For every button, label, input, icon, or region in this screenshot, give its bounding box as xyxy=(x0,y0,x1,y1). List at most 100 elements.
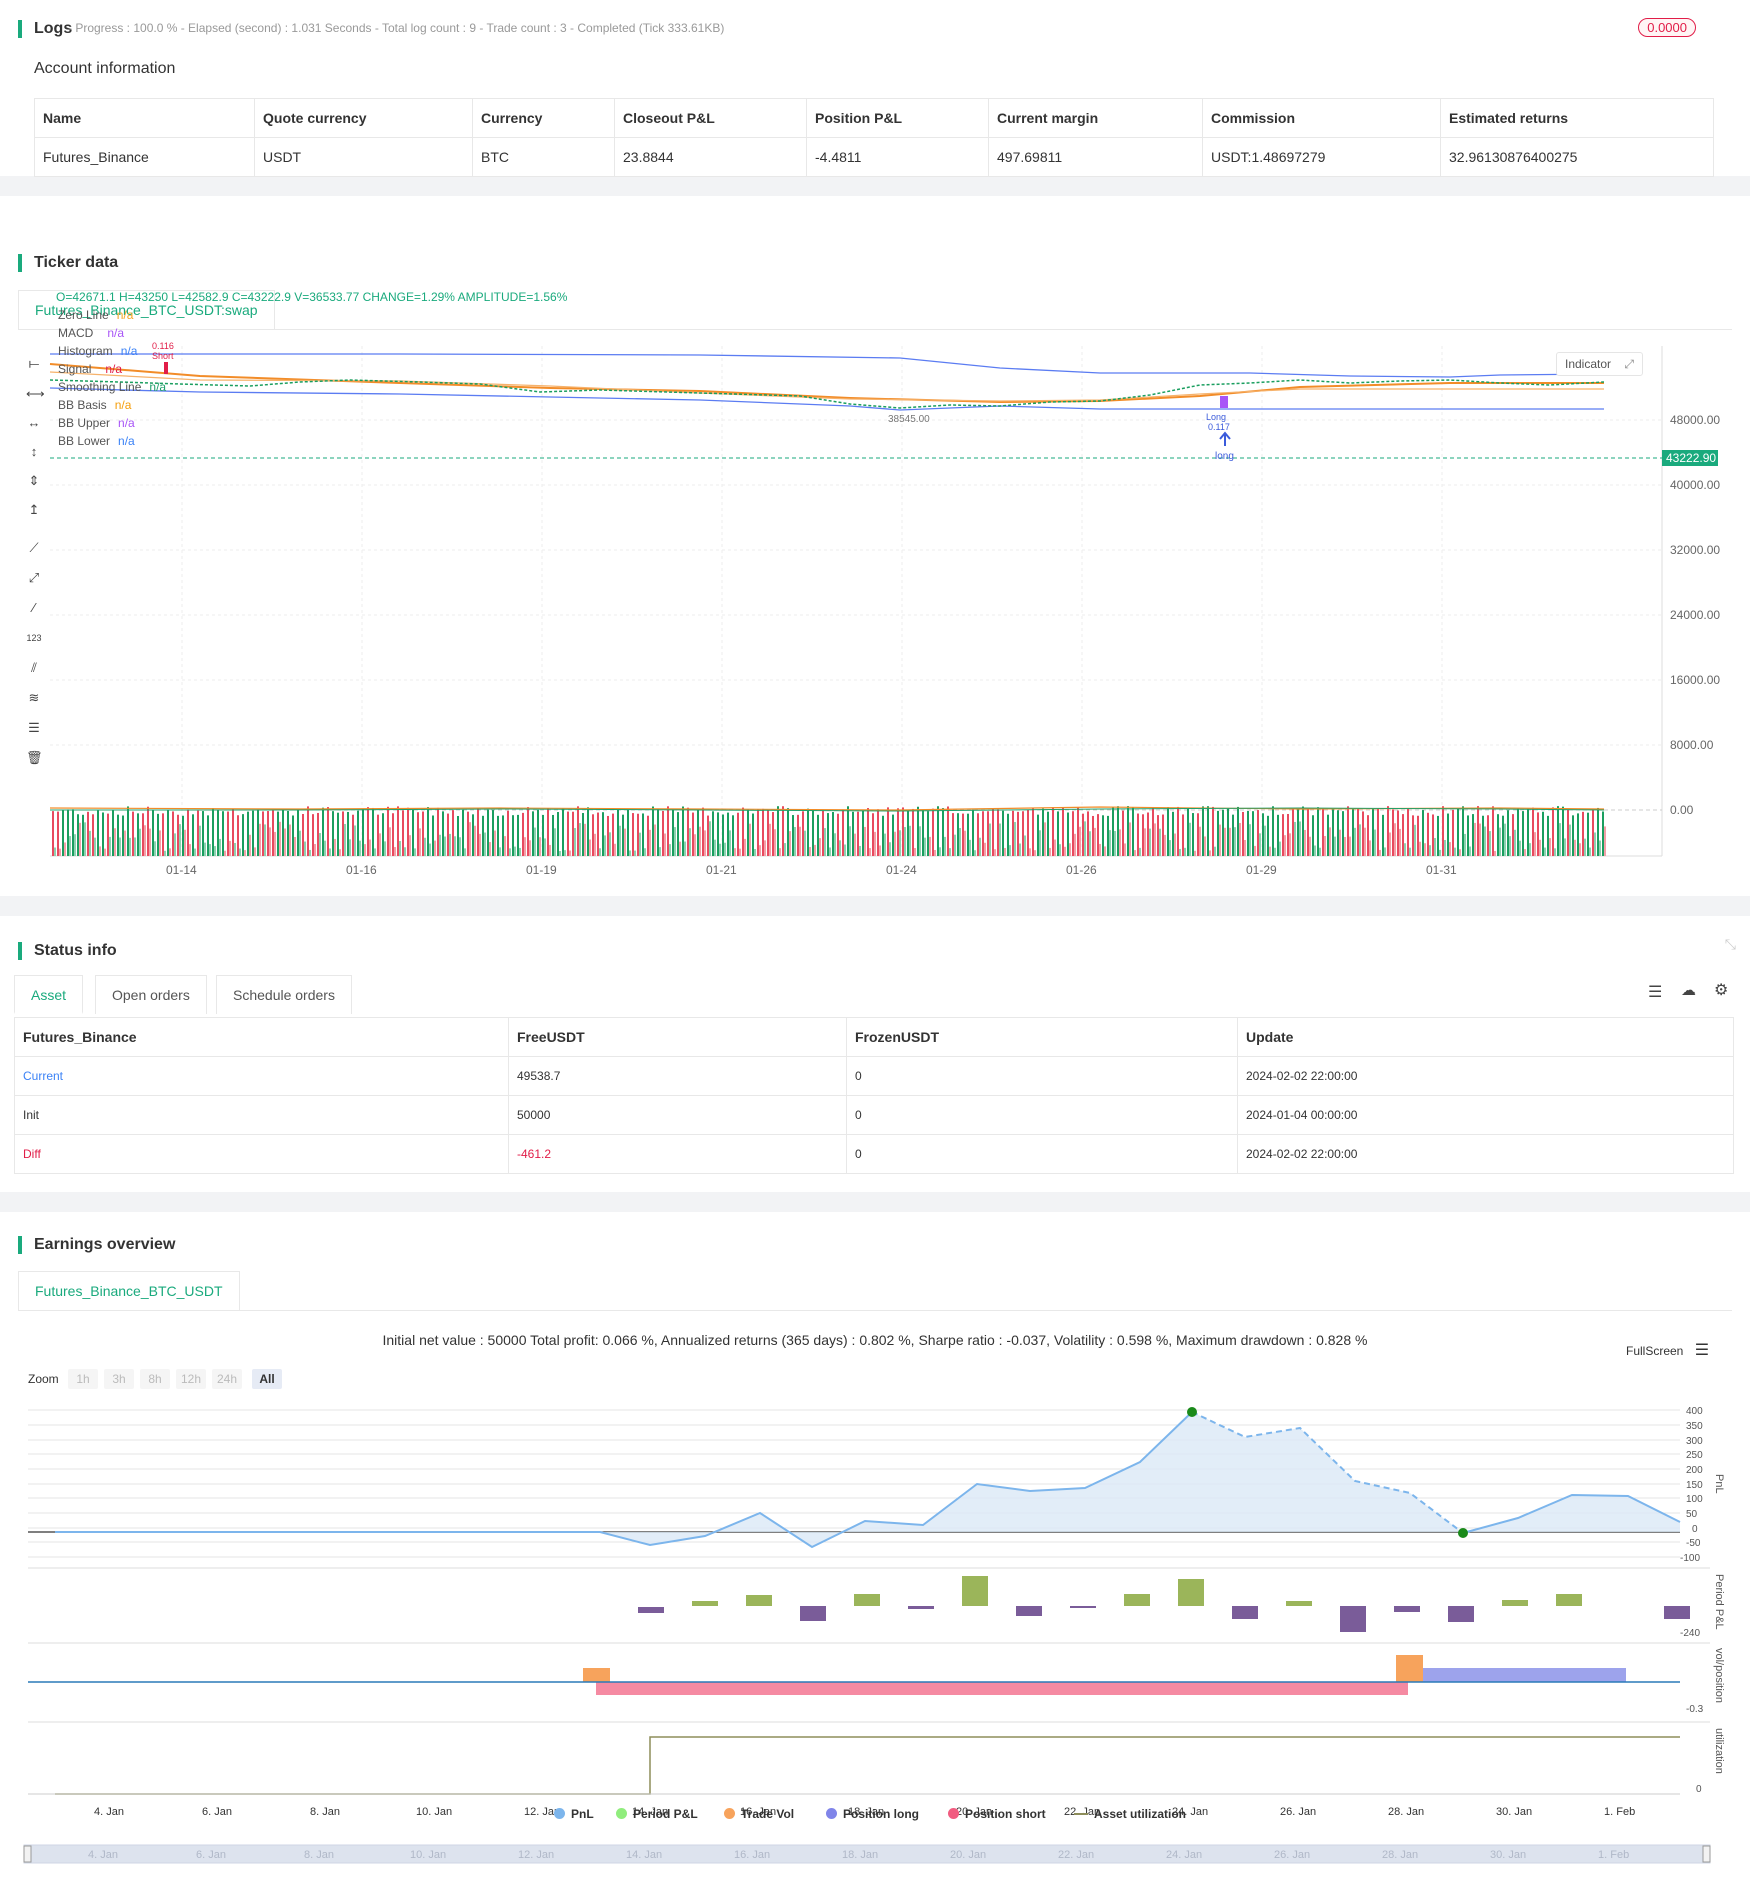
ray-icon[interactable]: ⤢ xyxy=(28,570,40,585)
fib-levels-icon[interactable]: ☰ xyxy=(28,720,40,735)
histogram-bar xyxy=(254,847,256,856)
volume-bar xyxy=(357,810,359,856)
volume-bar xyxy=(72,809,74,856)
long-arrow-label: long xyxy=(1215,451,1234,462)
histogram-bar xyxy=(484,832,486,856)
cloud-download-icon[interactable]: ☁ xyxy=(1681,982,1696,999)
histogram-bar xyxy=(1399,828,1401,856)
ticker-chart[interactable]: 0.116 Short 38545.00 Long 0.117 long 480… xyxy=(0,196,1750,896)
volume-bar xyxy=(1122,810,1124,856)
cell: 0 xyxy=(846,1134,1238,1174)
histogram-bar xyxy=(934,849,936,856)
fullscreen-button[interactable]: FullScreen ☰ xyxy=(1626,1340,1709,1360)
histogram-bar xyxy=(324,840,326,856)
legend-asset-utilization[interactable]: Asset utilization xyxy=(1074,1807,1186,1821)
histogram-bar xyxy=(1189,822,1191,856)
histogram-bar xyxy=(114,828,116,856)
vertical-segment-icon[interactable]: ↥ xyxy=(28,502,40,517)
asset-header-row: Futures_Binance FreeUSDT FrozenUSDT Upda… xyxy=(14,1017,1734,1057)
volume-bar xyxy=(137,813,139,856)
cell: 2024-02-02 22:00:00 xyxy=(1237,1056,1734,1096)
histogram-bar xyxy=(504,836,506,856)
volume-bar xyxy=(1032,807,1034,856)
volume-bar xyxy=(1007,813,1009,856)
zoom-12h[interactable]: 12h xyxy=(176,1369,206,1389)
long-annotation[interactable]: Long 0.117 long xyxy=(1206,396,1234,462)
fibonacci-icon[interactable]: ≋ xyxy=(28,690,40,705)
volume-bar xyxy=(1237,806,1239,856)
histogram-bar xyxy=(869,848,871,856)
horizontal-line-icon[interactable]: ⟝ xyxy=(28,356,40,371)
histogram-bar xyxy=(1234,827,1236,856)
tab-schedule-orders[interactable]: Schedule orders xyxy=(216,975,352,1014)
volume-bar xyxy=(1092,815,1094,856)
histogram-bar xyxy=(544,838,546,856)
vertical-ray-icon[interactable]: ⇕ xyxy=(28,473,40,488)
volume-bar xyxy=(262,811,264,856)
legend-period-pnl[interactable]: Period P&L xyxy=(616,1807,698,1821)
zoom-24h[interactable]: 24h xyxy=(212,1369,242,1389)
histogram-bar xyxy=(1524,849,1526,856)
volume-bar xyxy=(567,811,569,856)
tab-asset[interactable]: Asset xyxy=(14,975,84,1014)
volume-bar xyxy=(217,809,219,856)
volume-bar xyxy=(857,811,859,856)
volume-bar xyxy=(932,808,934,856)
zoom-all[interactable]: All xyxy=(252,1369,282,1389)
price-label: 24000.00 xyxy=(1670,608,1720,622)
row-label-current[interactable]: Current xyxy=(14,1056,509,1096)
zoom-3h[interactable]: 3h xyxy=(104,1369,134,1389)
volume-bar xyxy=(562,808,564,856)
settings-gear-icon[interactable]: ⚙ xyxy=(1714,982,1729,999)
tab-open-orders[interactable]: Open orders xyxy=(95,975,207,1014)
legend-position-long[interactable]: Position long xyxy=(826,1807,919,1821)
volume-bar xyxy=(1322,808,1324,856)
histogram-bar xyxy=(769,823,771,856)
legend-pnl[interactable]: PnL xyxy=(554,1807,594,1821)
tab-underline xyxy=(18,1310,1732,1311)
volume-bar xyxy=(317,812,319,856)
trend-line-icon[interactable]: ⟋ xyxy=(29,540,39,555)
histogram-bar xyxy=(1274,847,1276,856)
legend-trade-vol[interactable]: Trade Vol xyxy=(724,1807,794,1821)
hamburger-icon: ☰ xyxy=(1694,1342,1710,1359)
histogram-bar xyxy=(264,824,266,856)
earnings-tab[interactable]: Futures_Binance_BTC_USDT xyxy=(18,1271,240,1310)
zoom-1h[interactable]: 1h xyxy=(68,1369,98,1389)
histogram-bar xyxy=(1219,824,1221,856)
logs-badge[interactable]: 0.0000 xyxy=(1638,18,1696,37)
segment-icon[interactable]: ⁄ xyxy=(32,600,36,615)
price-line-icon[interactable]: 123 xyxy=(26,633,42,643)
histogram-bar xyxy=(1484,826,1486,856)
short-annotation[interactable]: 0.116 Short xyxy=(152,341,174,374)
volume-bar xyxy=(487,809,489,856)
collapse-icon[interactable]: ⤡ xyxy=(1724,936,1736,952)
histogram-bar xyxy=(424,837,426,856)
histogram-bar xyxy=(1154,823,1156,856)
horizontal-segment-icon[interactable]: ↔ xyxy=(27,415,41,430)
volume-bar xyxy=(1487,815,1489,856)
histogram-bar xyxy=(474,825,476,856)
vertical-line-icon[interactable]: ↕ xyxy=(30,444,38,459)
volume-bar xyxy=(872,813,874,856)
histogram-bar xyxy=(1444,839,1446,856)
horizontal-ray-icon[interactable]: ⟷ xyxy=(26,386,45,401)
legend-position-short[interactable]: Position short xyxy=(948,1807,1046,1821)
histogram-bar xyxy=(209,844,211,856)
ticker-tab[interactable]: Futures_Binance_BTC_USDT:swap xyxy=(18,290,275,329)
volume-bar xyxy=(367,807,369,856)
trash-icon[interactable]: 🗑 xyxy=(26,750,43,765)
histogram-bar xyxy=(554,828,556,856)
histogram-bar xyxy=(959,827,961,856)
volume-bar xyxy=(127,806,129,856)
indicator-button[interactable]: Indicator ⤢ xyxy=(1556,352,1643,376)
histogram-bar xyxy=(559,850,561,856)
parallel-channel-icon[interactable]: ⫽ xyxy=(31,660,37,675)
histogram-bar xyxy=(1359,824,1361,856)
tab-underline xyxy=(18,329,1732,330)
histogram-bar xyxy=(1104,846,1106,856)
histogram-bar xyxy=(749,823,751,856)
volume-bar xyxy=(122,815,124,856)
zoom-8h[interactable]: 8h xyxy=(140,1369,170,1389)
volume-bar xyxy=(992,808,994,856)
